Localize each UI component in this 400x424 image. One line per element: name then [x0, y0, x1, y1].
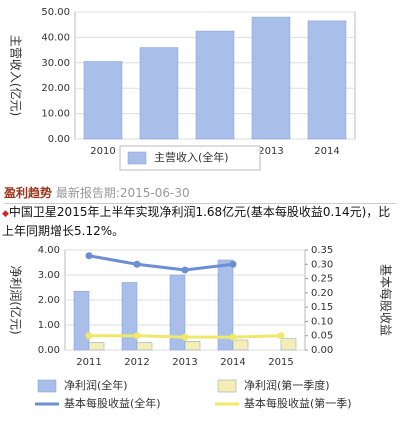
x-tick-label: 2013	[258, 146, 283, 157]
bar	[280, 338, 297, 351]
y2-axis-label: 基本每股收益	[379, 264, 394, 336]
y-tick-label: 2.00	[38, 295, 60, 306]
y-tick-label: 4.00	[38, 245, 60, 256]
bar	[169, 274, 186, 351]
legend-label: 基本每股收益(全年)	[64, 396, 161, 410]
bar	[232, 339, 249, 351]
y-axis-label: 净利润(亿元)	[9, 265, 24, 334]
bar	[184, 341, 201, 351]
legend-swatch	[37, 379, 57, 393]
x-tick-label: 2013	[172, 357, 197, 368]
bar	[136, 342, 153, 351]
bar	[139, 47, 179, 140]
point	[133, 332, 141, 340]
y-tick-label: 50.00	[41, 7, 70, 18]
line	[88, 254, 234, 272]
y-tick-label: 1.00	[38, 320, 60, 331]
x-tick-label: 2014	[314, 146, 339, 157]
legend-label: 主营收入(全年)	[154, 150, 229, 164]
y-tick-label: 40.00	[41, 32, 70, 43]
report-header: 盈利趋势 最新报告期:2015-06-30	[4, 184, 396, 204]
legend-label: 净利润(全年)	[64, 378, 128, 392]
bar	[121, 282, 138, 351]
y2-tick-label: 0.15	[311, 302, 333, 313]
point	[133, 260, 141, 268]
bar	[251, 16, 291, 140]
point	[181, 333, 189, 341]
legend-swatch	[127, 151, 147, 165]
y-axis-label: 主营收入(亿元)	[9, 35, 24, 116]
y2-tick-label: 0.10	[311, 316, 333, 327]
bar	[88, 342, 105, 351]
x-tick-label: 2010	[90, 146, 115, 157]
report-date: 最新报告期:2015-06-30	[55, 186, 190, 200]
x-tick-label: 2011	[76, 357, 101, 368]
report-title: 盈利趋势	[4, 186, 53, 200]
y2-tick-label: 0.35	[311, 245, 333, 256]
bar	[307, 20, 347, 140]
x-tick-label: 2015	[268, 357, 293, 368]
legend-label: 净利润(第一季度)	[244, 378, 330, 392]
point	[229, 260, 237, 268]
bar	[73, 291, 90, 351]
y2-tick-label: 0.05	[311, 331, 333, 342]
y2-tick-label: 0.00	[311, 345, 333, 356]
y-tick-label: 10.00	[41, 109, 70, 120]
report-summary-box: ◆中国卫星2015年上半年实现净利润1.68亿元(基本每股收益0.14元)，比上…	[2, 204, 396, 240]
point	[229, 333, 237, 341]
point	[181, 266, 189, 274]
point	[85, 332, 93, 340]
y2-tick-label: 0.25	[311, 274, 333, 285]
bar	[83, 61, 123, 140]
point	[85, 252, 93, 260]
legend-label: 基本每股收益(第一季)	[244, 396, 352, 410]
y-tick-label: 3.00	[38, 270, 60, 281]
x-tick-label: 2012	[124, 357, 149, 368]
y-tick-label: 30.00	[41, 58, 70, 69]
point	[277, 332, 285, 340]
bar	[217, 259, 234, 351]
y-tick-label: 0.00	[48, 134, 70, 145]
y2-tick-label: 0.30	[311, 259, 333, 270]
y2-tick-label: 0.20	[311, 288, 333, 299]
x-tick-label: 2014	[220, 357, 245, 368]
legend-swatch	[217, 379, 237, 393]
y-tick-label: 0.00	[38, 345, 60, 356]
y-tick-label: 20.00	[41, 83, 70, 94]
bar	[195, 30, 235, 140]
icon: ◆	[2, 209, 9, 219]
report-summary: 中国卫星2015年上半年实现净利润1.68亿元(基本每股收益0.14元)，比上年…	[2, 205, 391, 238]
